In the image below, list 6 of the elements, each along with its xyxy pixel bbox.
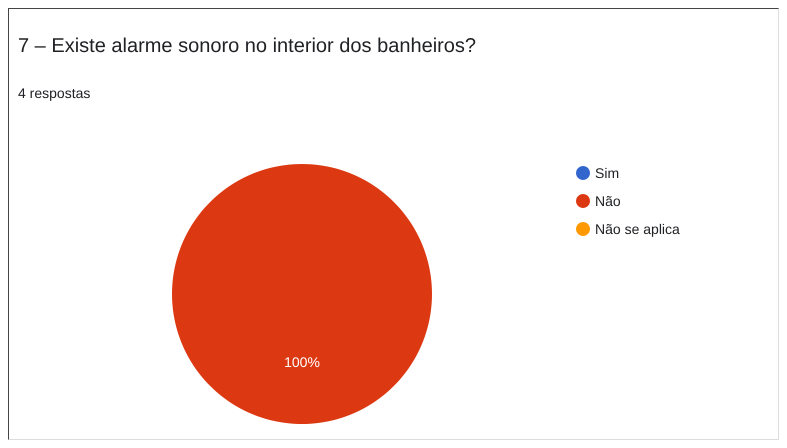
data-label: 100% [284,354,320,370]
legend-label: Sim [595,165,620,181]
chart-title: 7 – Existe alarme sonoro no interior dos banheiros? [18,35,476,57]
legend-label: Não se aplica [595,221,680,237]
text: 4 respostas [18,85,90,101]
legend-label: Não [595,193,621,209]
